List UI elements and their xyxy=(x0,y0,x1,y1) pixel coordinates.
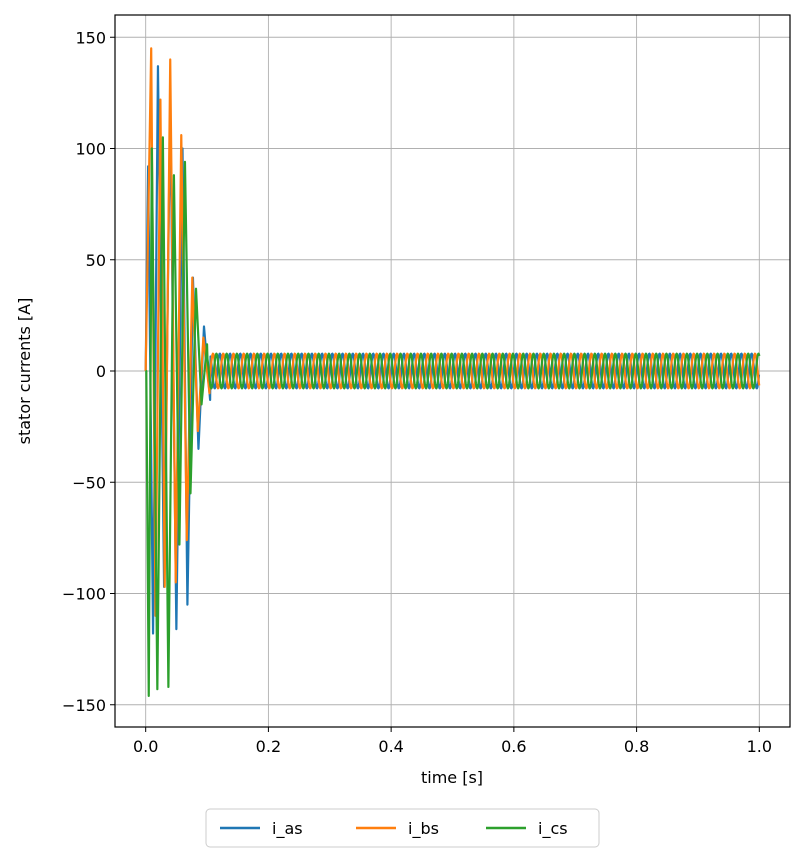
y-axis-label: stator currents [A] xyxy=(15,298,34,445)
y-tick-label: 100 xyxy=(75,140,106,159)
series-line-i_cs xyxy=(145,136,761,697)
series-group xyxy=(144,47,761,697)
x-tick-label: 0.4 xyxy=(378,737,403,756)
y-tick-label: 150 xyxy=(75,28,106,47)
x-tick-label: 0.0 xyxy=(133,737,158,756)
legend: i_as i_bs i_cs xyxy=(205,808,600,848)
legend-label-i_cs: i_cs xyxy=(538,819,568,839)
y-tick-label: −50 xyxy=(72,473,106,492)
x-axis-label: time [s] xyxy=(421,768,483,787)
y-tick-label: 0 xyxy=(96,362,106,381)
y-tick-label: −150 xyxy=(62,696,106,715)
legend-label-i_as: i_as xyxy=(272,819,303,839)
y-axis: −150 −100 −50 0 50 100 150 xyxy=(62,28,115,715)
y-tick-label: 50 xyxy=(86,251,106,270)
x-tick-label: 1.0 xyxy=(747,737,772,756)
x-axis: 0.0 0.2 0.4 0.6 0.8 1.0 xyxy=(133,727,772,756)
x-tick-label: 0.2 xyxy=(256,737,281,756)
legend-box xyxy=(205,808,600,848)
x-tick-label: 0.6 xyxy=(501,737,526,756)
x-tick-label: 0.8 xyxy=(624,737,649,756)
legend-label-i_bs: i_bs xyxy=(408,819,439,839)
y-tick-label: −100 xyxy=(62,585,106,604)
